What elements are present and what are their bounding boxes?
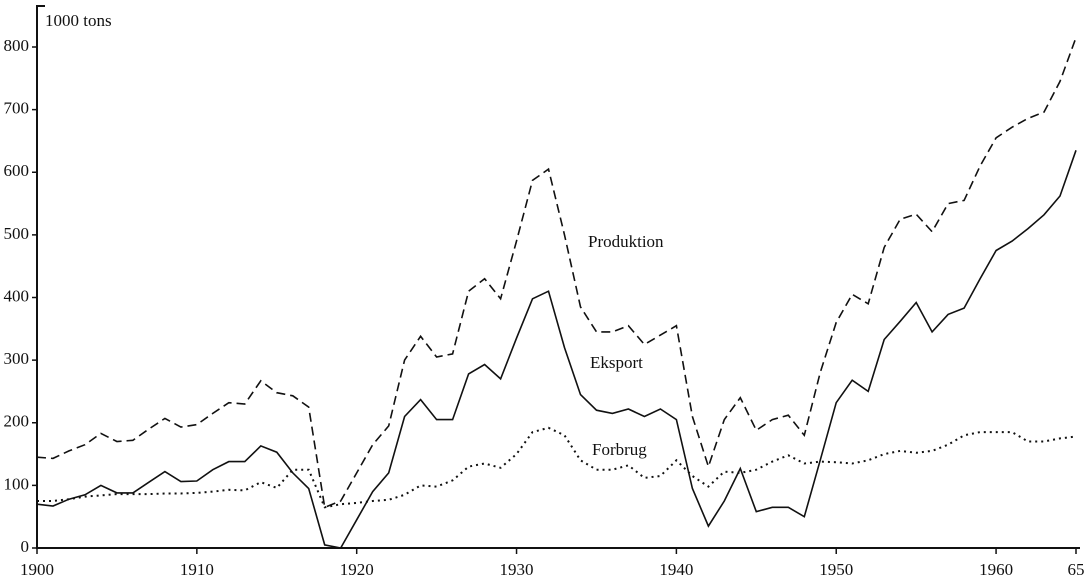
- x-tick-label: 1950: [819, 560, 853, 579]
- x-tick-label: 1920: [340, 560, 374, 579]
- y-tick-label: 800: [4, 36, 30, 55]
- series-label: Eksport: [590, 353, 643, 372]
- series-line: [36, 37, 1077, 509]
- series-line: [36, 150, 1077, 549]
- x-tick-label: 1900: [20, 560, 54, 579]
- series-line: [37, 426, 1077, 509]
- y-tick-label: 600: [4, 161, 30, 180]
- y-tick-label: 700: [4, 99, 30, 118]
- y-tick-label: 0: [21, 537, 30, 556]
- x-tick-label: 1940: [659, 560, 693, 579]
- y-tick-label: 500: [4, 224, 30, 243]
- y-tick-label: 400: [4, 286, 30, 305]
- x-tick-label: 1910: [180, 560, 214, 579]
- x-tick-label: 1960: [979, 560, 1013, 579]
- series-label: Produktion: [588, 232, 664, 251]
- axis-frame: [36, 5, 1080, 549]
- x-tick-label: 1930: [500, 560, 534, 579]
- series-label: Forbrug: [592, 440, 647, 459]
- y-tick-label: 300: [4, 349, 30, 368]
- y-axis-label: 1000 tons: [45, 11, 112, 30]
- x-tick-label: 65: [1068, 560, 1085, 579]
- y-tick-label: 200: [4, 412, 30, 431]
- y-tick-label: 100: [4, 474, 30, 493]
